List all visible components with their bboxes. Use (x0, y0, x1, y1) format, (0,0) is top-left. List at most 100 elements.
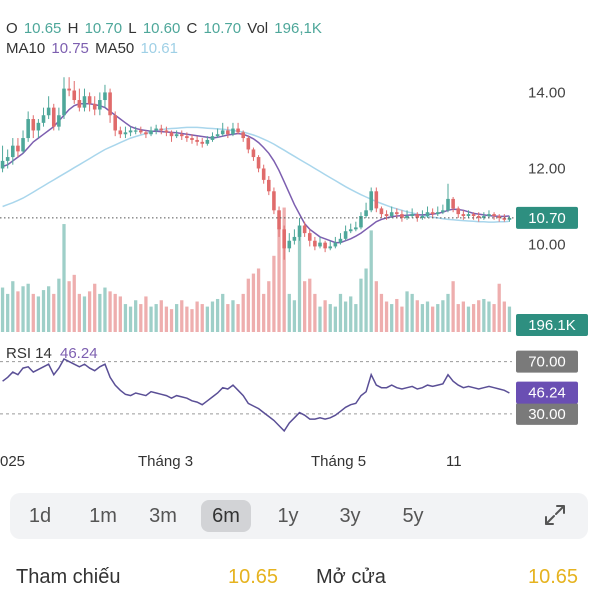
ma50-line (2, 126, 510, 223)
volume-bar (497, 283, 501, 332)
candle-body (231, 128, 235, 135)
candle-body (144, 132, 148, 135)
volume-bar (113, 293, 117, 332)
candle-body (430, 212, 435, 215)
volume-bar (482, 298, 486, 332)
volume-bar (134, 300, 138, 332)
tab-1y[interactable]: 1y (277, 505, 299, 527)
candle-body (292, 236, 297, 241)
candle-body (369, 191, 373, 211)
candle-body (302, 225, 307, 234)
candle-body (348, 229, 353, 232)
candle-body (26, 119, 30, 139)
tab-1m[interactable]: 1m (89, 505, 117, 527)
volume-bar (77, 293, 81, 332)
volume-bar (400, 306, 404, 332)
volume-bar (82, 296, 87, 332)
high-label: H (67, 20, 79, 37)
rsi-70-label: 70.00 (528, 354, 566, 371)
tab-6m[interactable]: 6m (201, 500, 251, 532)
candle-body (415, 214, 420, 218)
candle-body (16, 145, 20, 152)
candle-body (149, 130, 153, 135)
expand-icon[interactable] (544, 504, 566, 526)
candle-body (282, 229, 286, 249)
tab-1d[interactable]: 1d (28, 505, 52, 527)
candle-body (133, 130, 138, 132)
candle-body (108, 92, 112, 116)
candle-body (236, 128, 240, 133)
volume-bar (471, 304, 476, 332)
tab-3y[interactable]: 3y (339, 505, 361, 527)
volume-bar (395, 298, 399, 332)
volume-bar (451, 281, 455, 332)
volume-bar (52, 293, 56, 332)
volume-bar (425, 301, 430, 332)
volume-bar (292, 300, 297, 332)
candle-body (441, 210, 445, 213)
candle-body (169, 132, 174, 137)
volume-bar (333, 306, 337, 332)
last-price-label: 10.70 (528, 210, 566, 227)
tab-5y[interactable]: 5y (402, 505, 424, 527)
volume-bar (359, 278, 363, 332)
candle-body (118, 130, 123, 135)
tab-3m[interactable]: 3m (149, 505, 177, 527)
candle-body (72, 90, 77, 101)
candle-body (359, 216, 363, 228)
candle-body (51, 107, 56, 127)
candle-body (466, 214, 471, 217)
timeframe-tabs: 1d 1m 3m 6m 1y 3y 5y (10, 493, 588, 539)
volume-bar (374, 281, 378, 332)
volume-bar (128, 306, 133, 332)
candle-body (272, 191, 276, 211)
volume-bar (144, 296, 148, 332)
candle-body (41, 115, 46, 123)
candle-body (323, 242, 327, 249)
candle-body (195, 139, 199, 142)
candle-body (318, 242, 322, 247)
candle-body (98, 100, 102, 110)
candle-body (190, 138, 194, 140)
moving-average-readout: MA10 10.75 MA50 10.61 (6, 40, 180, 57)
candle-body (267, 179, 271, 192)
candle-body (128, 130, 133, 133)
volume-bar (210, 301, 215, 332)
candle-body (507, 217, 512, 220)
volume-bar (200, 304, 204, 332)
candle-body (103, 92, 107, 101)
candle-body (389, 212, 394, 217)
rsi-30-label: 30.00 (528, 406, 566, 423)
candle-body (46, 107, 51, 116)
volume-bar (297, 232, 302, 332)
volume-bar (246, 278, 250, 332)
price-tick-label: 12.00 (528, 160, 566, 177)
volume-bar (31, 293, 35, 332)
open-value: 10.65 (23, 20, 62, 37)
candle-body (179, 134, 184, 137)
volume-bar (379, 293, 384, 332)
volume-bar (108, 291, 112, 332)
volume-bar (185, 306, 189, 332)
volume-bar (369, 230, 373, 332)
volume-bar (215, 298, 220, 332)
candle-body (482, 216, 486, 218)
rsi-line (2, 358, 510, 433)
volume-bar (190, 309, 194, 332)
x-tick-label: Tháng 3 (138, 453, 193, 470)
candle-body (154, 128, 158, 131)
price-tick-label: 14.00 (528, 84, 566, 101)
candle-body (420, 216, 425, 218)
volume-bar (287, 293, 291, 332)
volume-bar (431, 306, 435, 332)
low-label: L (128, 20, 137, 37)
volume-bar (267, 281, 271, 332)
candle-body (185, 136, 189, 139)
volume-bar (47, 286, 51, 332)
stock-chart[interactable]: 14.0012.0010.008.0010.70196.1K70.0030.00… (0, 0, 600, 490)
volume-bar (364, 268, 368, 332)
candle-body (456, 208, 461, 215)
candle-body (164, 130, 169, 133)
volume-bar (67, 281, 71, 332)
candle-body (210, 136, 215, 140)
